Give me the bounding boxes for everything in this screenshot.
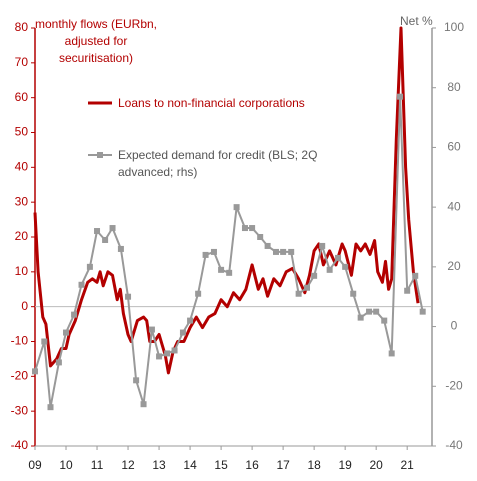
point xyxy=(117,245,124,252)
point xyxy=(241,225,248,232)
legend-swatch xyxy=(97,152,103,158)
point xyxy=(125,293,132,300)
point xyxy=(311,272,318,279)
y-tick-label: 0 xyxy=(21,299,28,313)
point xyxy=(156,353,163,360)
point xyxy=(373,308,380,315)
x-tick-label: 14 xyxy=(183,458,197,472)
point xyxy=(264,242,271,249)
y-tick-label: 50 xyxy=(15,125,29,139)
y2-tick-label: -40 xyxy=(445,438,463,452)
y-tick-label: 20 xyxy=(15,229,29,243)
point xyxy=(350,290,357,297)
point xyxy=(102,236,109,243)
y-tick-label: -40 xyxy=(11,438,29,452)
y2-tick-label: 0 xyxy=(451,319,458,333)
x-tick-label: 11 xyxy=(91,458,104,472)
y-tick-label: -10 xyxy=(11,334,29,348)
legend-label: Expected demand for credit (BLS; 2Q adva… xyxy=(118,148,318,179)
point xyxy=(249,225,256,232)
y-tick-label: 60 xyxy=(15,90,29,104)
point xyxy=(47,404,54,411)
point xyxy=(210,248,217,255)
point xyxy=(272,248,279,255)
y-axis-label: monthly flows (EURbn, adjusted for secur… xyxy=(34,17,158,65)
legend-label: Loans to non-financial corporations xyxy=(118,96,305,110)
y2-tick-label: 100 xyxy=(444,20,464,34)
point xyxy=(304,284,311,291)
x-tick-label: 13 xyxy=(152,458,166,472)
x-tick-label: 09 xyxy=(28,458,42,472)
series-line xyxy=(33,26,420,375)
point xyxy=(148,326,155,333)
point xyxy=(357,314,364,321)
point xyxy=(109,225,116,232)
x-tick-label: 20 xyxy=(369,458,383,472)
point xyxy=(32,368,38,375)
y-tick-label: 30 xyxy=(15,194,29,208)
point xyxy=(366,308,373,315)
y2-tick-label: -20 xyxy=(445,378,463,392)
point xyxy=(335,254,342,261)
y2-tick-label: 60 xyxy=(447,140,461,154)
point xyxy=(41,338,48,345)
point xyxy=(404,287,411,294)
y2-tick-label: 80 xyxy=(447,80,461,94)
point xyxy=(202,251,209,258)
point xyxy=(78,281,85,288)
point xyxy=(195,290,202,297)
y2-tick-label: 40 xyxy=(447,199,461,213)
y-tick-label: -30 xyxy=(11,403,29,417)
point xyxy=(171,347,178,354)
point xyxy=(94,228,101,235)
point xyxy=(388,350,395,357)
y-tick-label: 40 xyxy=(15,160,29,174)
point xyxy=(63,329,70,336)
point xyxy=(140,401,147,408)
point xyxy=(55,359,62,366)
point xyxy=(381,317,388,324)
y-tick-label: 80 xyxy=(15,20,29,34)
x-tick-label: 21 xyxy=(401,458,415,472)
x-tick-label: 12 xyxy=(121,458,135,472)
point xyxy=(179,329,186,336)
y2-tick-label: 20 xyxy=(447,259,461,273)
point xyxy=(319,242,326,249)
point xyxy=(280,248,287,255)
y2-axis-label: Net % xyxy=(400,14,433,28)
point xyxy=(218,266,225,273)
y-tick-label: -20 xyxy=(11,369,29,383)
x-tick-label: 16 xyxy=(245,458,259,472)
x-tick-label: 10 xyxy=(59,458,73,472)
point xyxy=(233,204,240,211)
point xyxy=(295,290,302,297)
point xyxy=(164,350,171,357)
x-tick-label: 18 xyxy=(307,458,321,472)
point xyxy=(412,272,419,279)
x-tick-label: 19 xyxy=(338,458,352,472)
point xyxy=(397,93,404,100)
point xyxy=(226,269,233,276)
point xyxy=(342,263,349,270)
point xyxy=(71,311,78,318)
point xyxy=(257,234,264,240)
series-line xyxy=(34,95,424,409)
point xyxy=(288,248,295,255)
x-tick-label: 15 xyxy=(214,458,228,472)
point xyxy=(187,317,194,324)
point xyxy=(133,377,140,384)
y-tick-label: 70 xyxy=(15,55,29,69)
point xyxy=(86,263,93,270)
point xyxy=(326,266,333,273)
y-tick-label: 10 xyxy=(15,264,29,278)
point xyxy=(419,308,426,315)
x-tick-label: 17 xyxy=(276,458,290,472)
